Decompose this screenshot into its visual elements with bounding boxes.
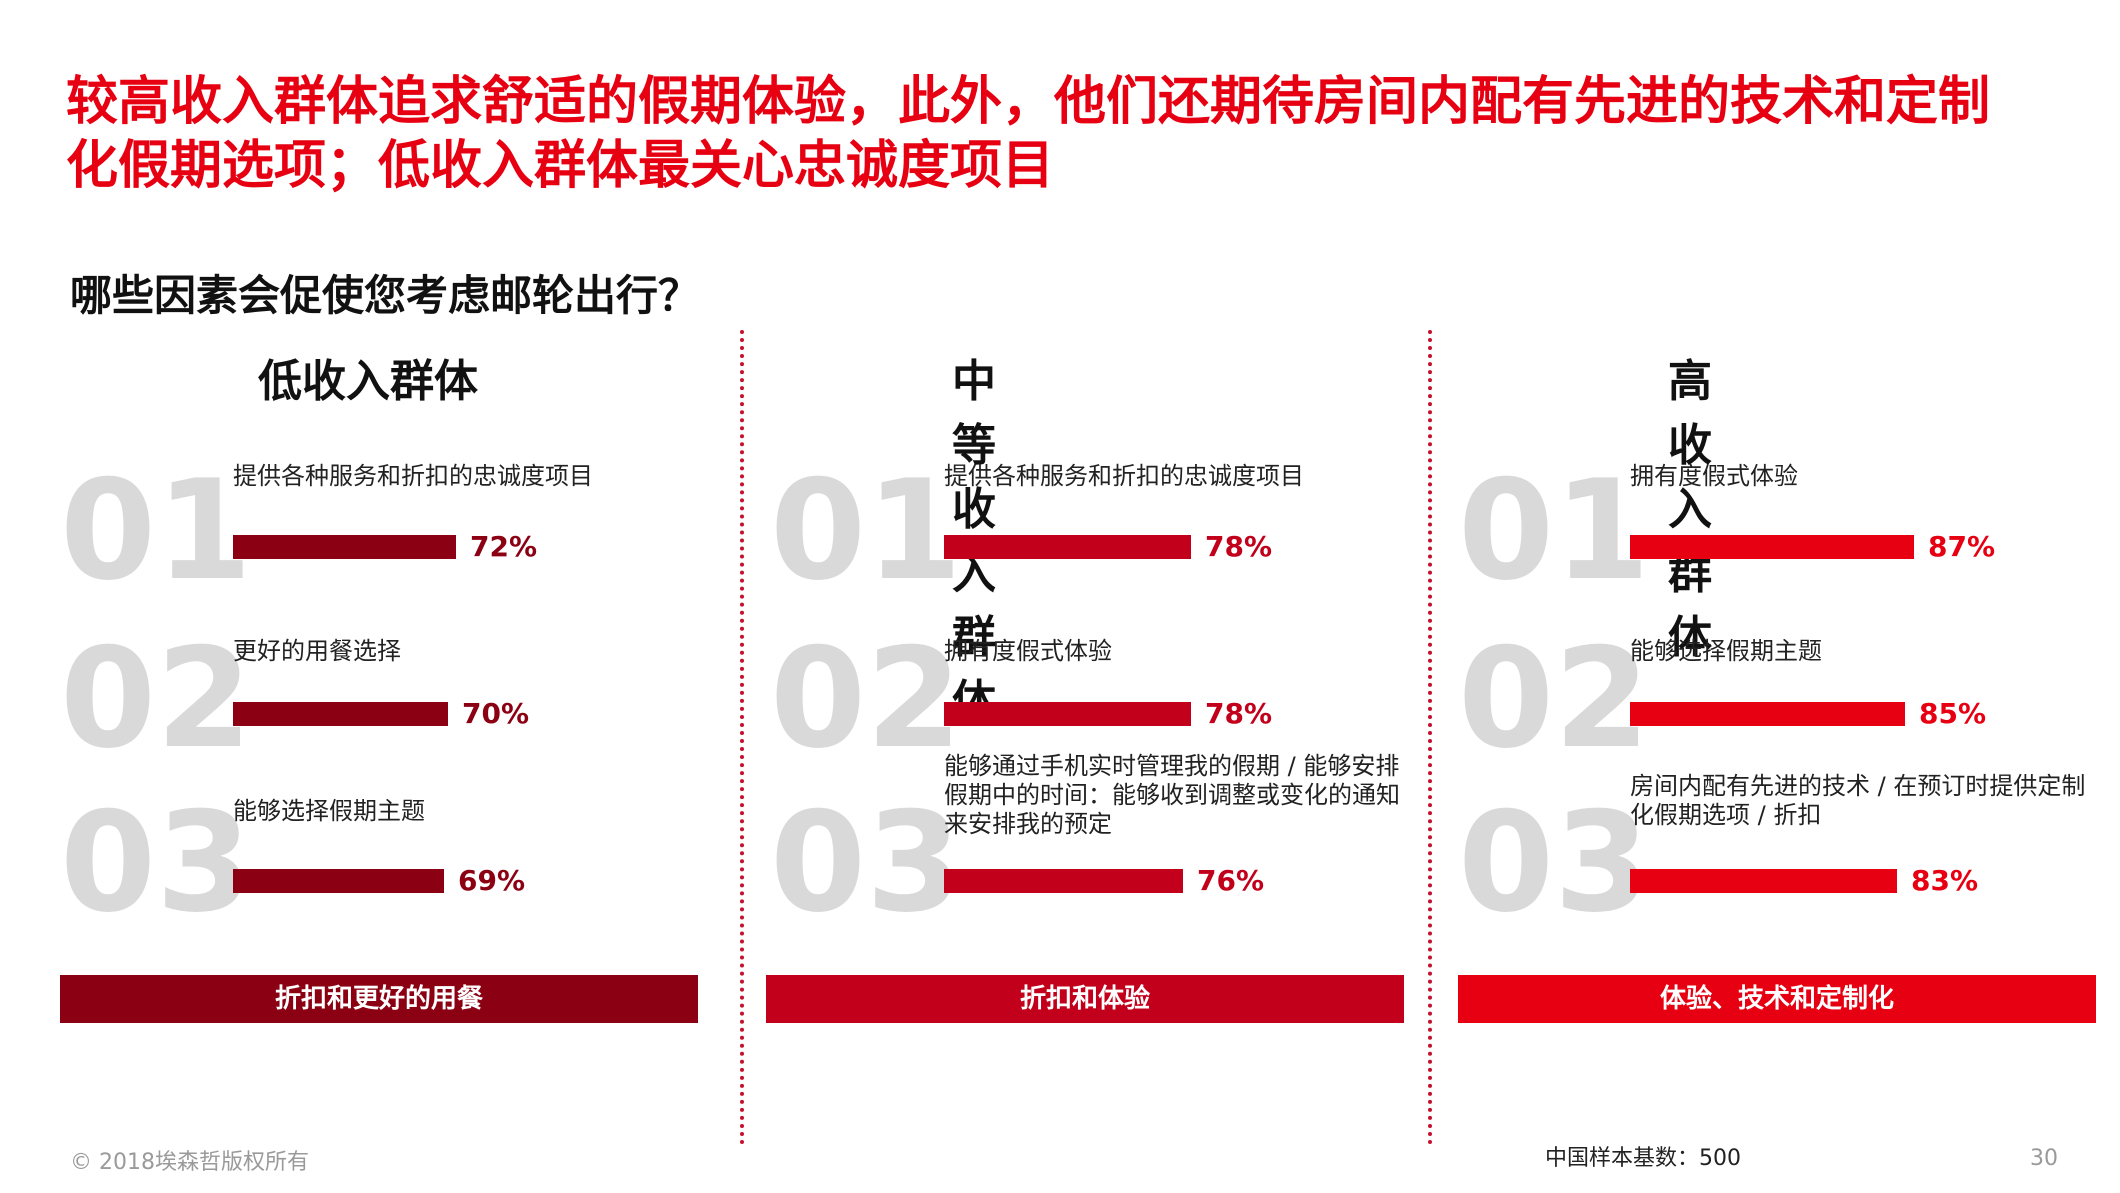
sample-size-note: 中国样本基数：500 xyxy=(1545,1146,1741,1171)
rank-number: 01 xyxy=(770,450,963,611)
group-title-text: 高收入群体 xyxy=(1668,356,1712,663)
value-label: 78% xyxy=(1205,530,1273,563)
rank-number: 01 xyxy=(60,450,253,611)
rank-number: 01 xyxy=(1458,450,1651,611)
group-summary-banner: 折扣和更好的用餐 xyxy=(60,975,698,1023)
value-bar xyxy=(944,869,1183,893)
factor-label: 提供各种服务和折扣的忠诚度项目 xyxy=(233,462,593,490)
value-label: 70% xyxy=(462,697,530,730)
factor-label: 更好的用餐选择 xyxy=(233,637,401,665)
value-label: 78% xyxy=(1205,697,1273,730)
survey-question: 哪些因素会促使您考虑邮轮出行？ xyxy=(70,271,701,320)
value-bar xyxy=(233,869,444,893)
value-label: 76% xyxy=(1197,864,1265,897)
value-label: 69% xyxy=(458,864,526,897)
factor-label: 拥有度假式体验 xyxy=(944,637,1112,665)
group-summary-banner: 体验、技术和定制化 xyxy=(1458,975,2096,1023)
value-bar xyxy=(944,535,1191,559)
value-label: 87% xyxy=(1928,530,1996,563)
rank-number: 02 xyxy=(60,618,253,779)
rank-number: 02 xyxy=(1458,618,1651,779)
value-bar xyxy=(233,535,456,559)
value-label: 85% xyxy=(1919,697,1987,730)
factor-label: 拥有度假式体验 xyxy=(1630,462,1798,490)
copyright-text: © 2018埃森哲版权所有 xyxy=(70,1150,309,1175)
factor-label: 房间内配有先进的技术 / 在预订时提供定制化假期选项 / 折扣 xyxy=(1630,772,2086,829)
column-divider-2 xyxy=(1428,330,1432,1145)
low-income-group: 低收入群体 xyxy=(0,0,640,1193)
page-headline: 较高收入群体追求舒适的假期体验，此外，他们还期待房间内配有先进的技术和定制 化假… xyxy=(66,70,2066,198)
group-title-text: 低收入群体 xyxy=(258,356,478,407)
value-bar xyxy=(1630,869,1897,893)
rank-number: 03 xyxy=(770,782,963,943)
headline-line-1: 较高收入群体追求舒适的假期体验，此外，他们还期待房间内配有先进的技术和定制 xyxy=(66,72,1991,132)
value-label: 72% xyxy=(470,530,538,563)
factor-label: 提供各种服务和折扣的忠诚度项目 xyxy=(944,462,1304,490)
headline-line-2: 化假期选项；低收入群体最关心忠诚度项目 xyxy=(66,136,1055,196)
group-summary-banner: 折扣和体验 xyxy=(766,975,1404,1023)
value-bar xyxy=(944,702,1191,726)
value-label: 83% xyxy=(1911,864,1979,897)
rank-number: 03 xyxy=(60,782,253,943)
page-number: 30 xyxy=(2030,1146,2058,1171)
column-divider-1 xyxy=(740,330,744,1145)
factor-label: 能够通过手机实时管理我的假期 / 能够安排假期中的时间：能够收到调整或变化的通知… xyxy=(944,752,1400,838)
factor-label: 能够选择假期主题 xyxy=(1630,637,1822,665)
factor-label: 能够选择假期主题 xyxy=(233,797,425,825)
value-bar xyxy=(1630,535,1914,559)
rank-number: 03 xyxy=(1458,782,1651,943)
value-bar xyxy=(233,702,448,726)
rank-number: 02 xyxy=(770,618,963,779)
value-bar xyxy=(1630,702,1905,726)
